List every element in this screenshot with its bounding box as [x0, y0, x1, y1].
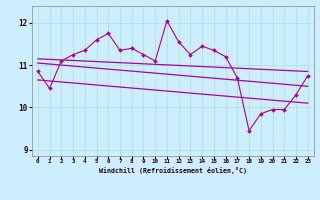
X-axis label: Windchill (Refroidissement éolien,°C): Windchill (Refroidissement éolien,°C): [99, 167, 247, 174]
